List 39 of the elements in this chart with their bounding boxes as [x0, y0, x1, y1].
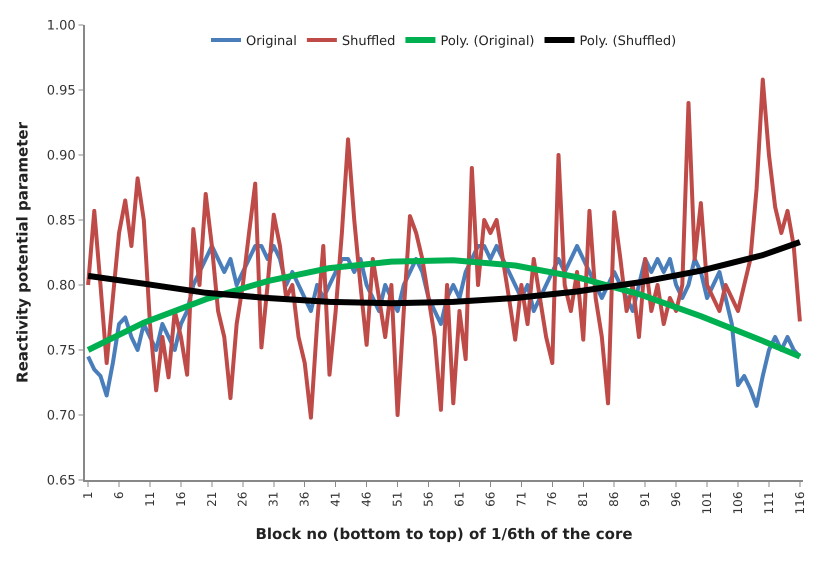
- x-tick-label: 61: [452, 492, 466, 507]
- x-tick-label: 81: [576, 492, 590, 507]
- x-tick-label: 91: [638, 492, 652, 507]
- y-tick-label: 0.95: [46, 84, 76, 99]
- line-series: [86, 78, 802, 420]
- y-tick-label: 0.75: [46, 344, 76, 359]
- y-tick-label: 0.85: [46, 214, 76, 229]
- x-tick-label: 106: [730, 492, 745, 514]
- x-tick-label: 1: [80, 492, 95, 500]
- y-tick-label: 0.70: [46, 408, 76, 424]
- legend-label: Poly. (Original): [440, 34, 534, 50]
- x-tick-label: 86: [607, 492, 622, 507]
- x-tick-label: 16: [174, 492, 188, 507]
- y-tick-label: 0.80: [46, 278, 76, 294]
- x-tick-label: 11: [142, 492, 157, 507]
- x-axis-title: Block no (bottom to top) of 1/6th of the core: [255, 524, 633, 543]
- legend-label: Shuffled: [342, 34, 396, 50]
- y-axis-title: Reactivity potential parameter: [13, 121, 32, 383]
- legend-label: Poly. (Shuffled): [580, 34, 676, 50]
- x-tick-label: 111: [762, 492, 776, 514]
- x-tick-label: 96: [669, 492, 684, 507]
- x-tick-label: 116: [792, 492, 807, 514]
- x-tick-label: 66: [483, 492, 498, 507]
- x-tick-label: 101: [700, 492, 714, 514]
- x-tick-label: 51: [390, 492, 404, 507]
- x-tick-label: 76: [545, 492, 560, 507]
- x-tick-label: 46: [360, 492, 374, 507]
- x-tick-label: 71: [514, 492, 528, 507]
- x-tick-label: 6: [112, 492, 126, 500]
- x-tick-label: 21: [204, 492, 219, 507]
- x-tick-label: 41: [328, 492, 343, 507]
- legend-label: Original: [246, 34, 297, 50]
- x-tick-label: 31: [266, 492, 281, 507]
- y-tick-label: 0.65: [46, 474, 76, 489]
- x-tick-label: 56: [421, 492, 436, 507]
- x-tick-label: 36: [298, 492, 312, 507]
- y-tick-label: 0.90: [46, 148, 76, 164]
- x-tick-label: 26: [236, 492, 250, 507]
- y-tick-label: 1.00: [46, 18, 76, 34]
